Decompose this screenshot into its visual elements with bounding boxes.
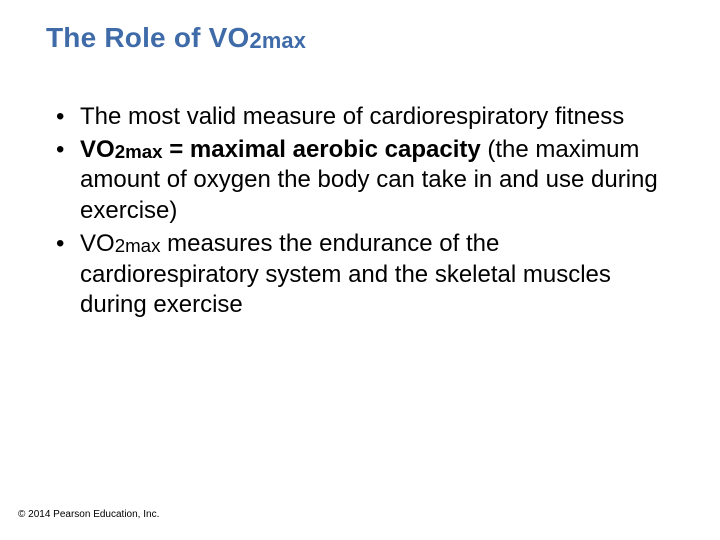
bullet-segment: VO	[80, 136, 115, 163]
bullet-segment: = maximal aerobic capacity	[163, 136, 481, 163]
bullet-segment: The most valid measure of cardiorespirat…	[80, 103, 624, 130]
copyright-footer: © 2014 Pearson Education, Inc.	[18, 509, 159, 520]
bullet-item: The most valid measure of cardiorespirat…	[56, 102, 674, 133]
bullet-item: VO2max measures the endurance of the car…	[56, 229, 674, 321]
bullet-segment: VO	[80, 230, 115, 257]
bullet-segment: 2max	[115, 141, 163, 162]
title-pre: The Role of VO	[46, 22, 249, 53]
slide: The Role of VO2max The most valid measur…	[0, 0, 720, 540]
title-sub: 2max	[249, 28, 306, 53]
bullet-segment: 2max	[115, 235, 161, 256]
bullet-item: VO2max = maximal aerobic capacity (the m…	[56, 135, 674, 227]
slide-title: The Role of VO2max	[46, 22, 674, 54]
bullet-list: The most valid measure of cardiorespirat…	[56, 102, 674, 321]
